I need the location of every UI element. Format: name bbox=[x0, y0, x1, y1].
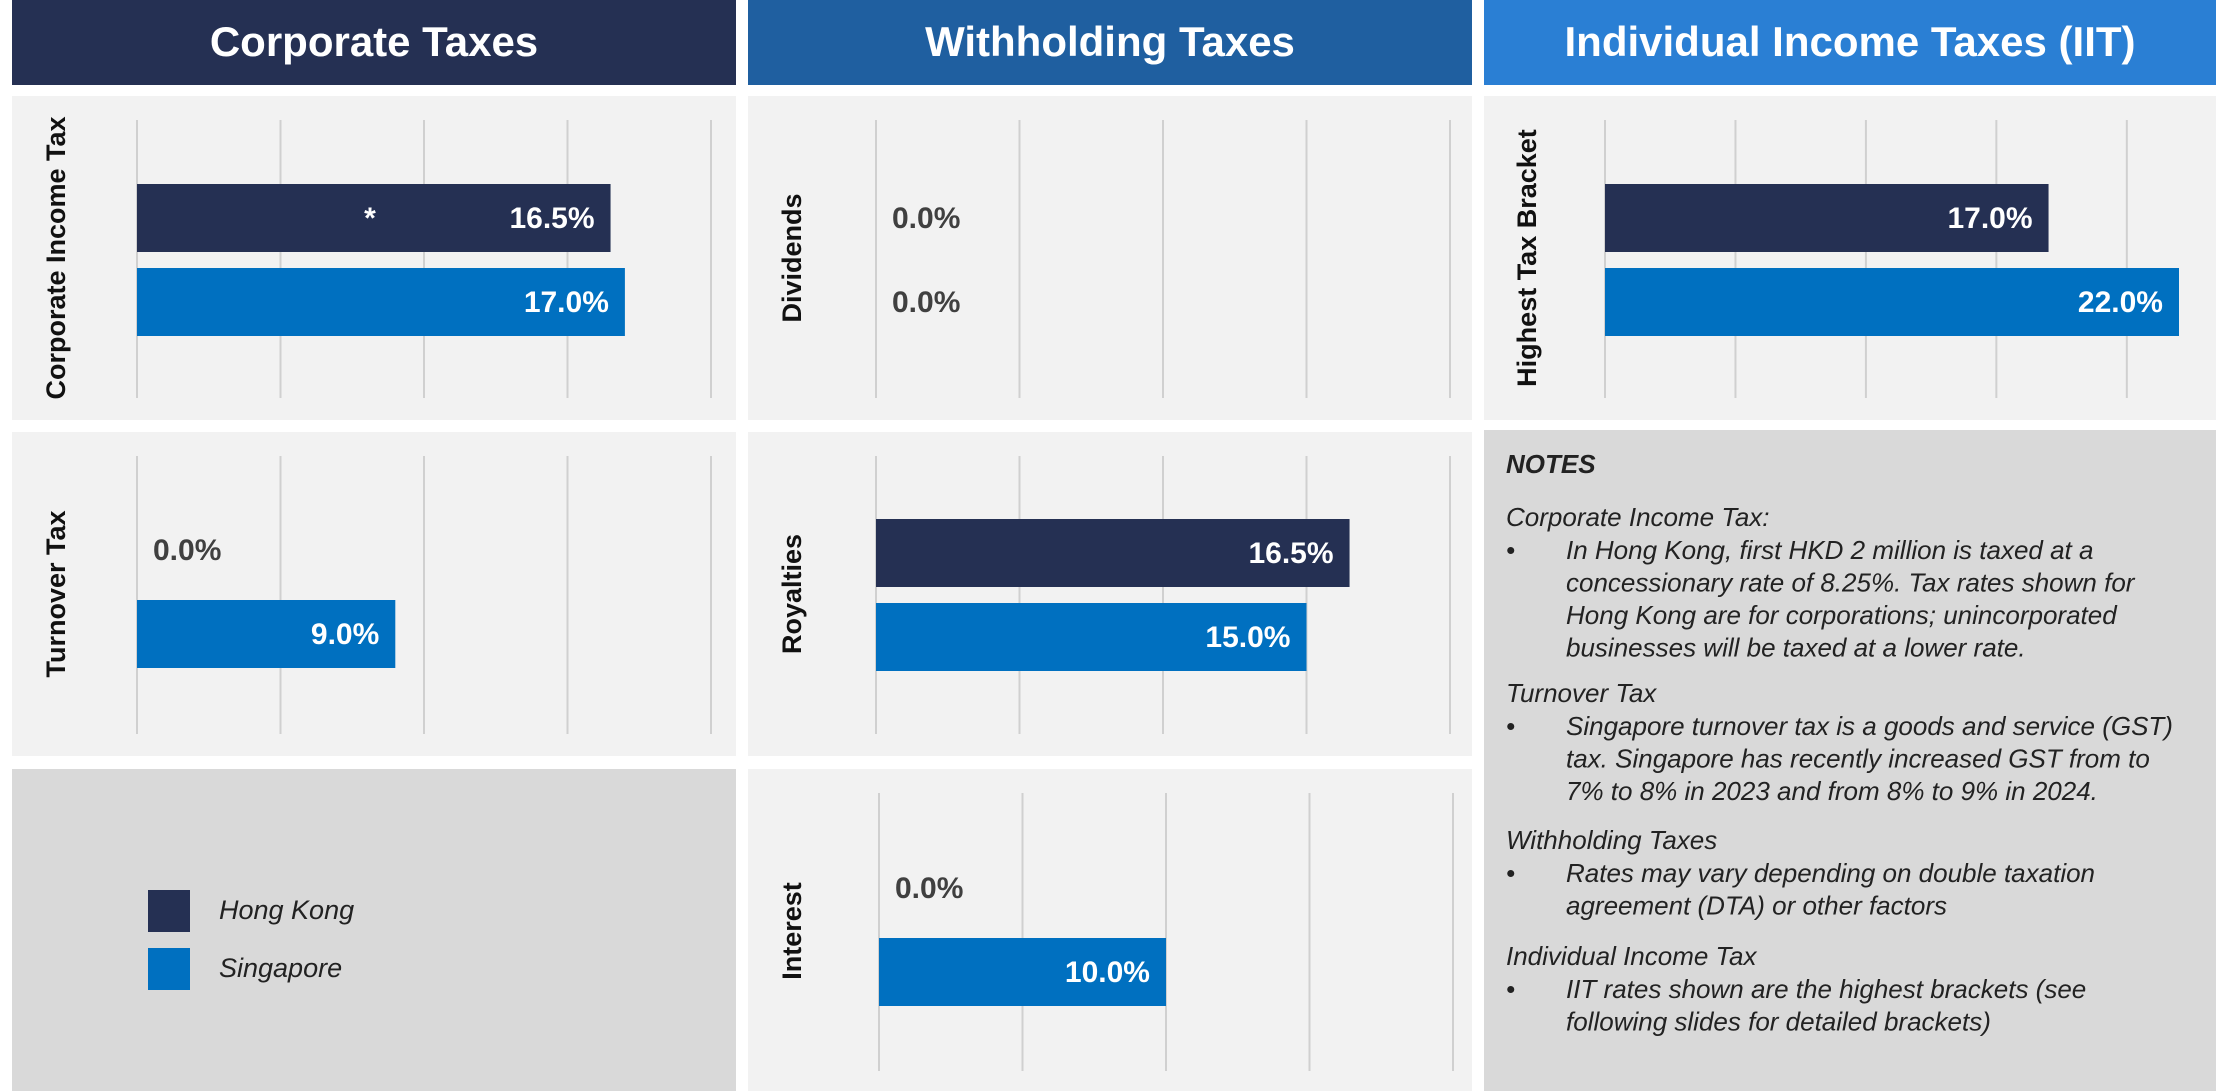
notes-heading: Corporate Income Tax: bbox=[1506, 502, 1770, 532]
value-label: 16.5% bbox=[1248, 537, 1333, 570]
chart-panel bbox=[12, 432, 736, 756]
annotation: * bbox=[364, 202, 376, 235]
bar bbox=[876, 519, 1350, 587]
value-label: 0.0% bbox=[153, 534, 221, 567]
value-label: 17.0% bbox=[524, 286, 609, 319]
header-title: Individual Income Taxes (IIT) bbox=[1565, 18, 2136, 65]
notes-heading: Withholding Taxes bbox=[1506, 825, 1717, 855]
value-label: 16.5% bbox=[509, 202, 594, 235]
y-axis-label: Turnover Tax bbox=[41, 510, 71, 677]
y-axis-label: Highest Tax Bracket bbox=[1512, 129, 1542, 387]
notes-panel bbox=[1484, 430, 2216, 1091]
bar bbox=[879, 938, 1166, 1006]
chart-panel bbox=[748, 432, 1472, 756]
value-label: 17.0% bbox=[1947, 202, 2032, 235]
value-label: 0.0% bbox=[895, 872, 963, 905]
header-title: Corporate Taxes bbox=[210, 18, 538, 65]
header-bg bbox=[1484, 0, 2216, 85]
bar bbox=[137, 184, 611, 252]
bar bbox=[137, 600, 396, 668]
notes-line: Rates may vary depending on double taxat… bbox=[1566, 858, 2095, 888]
chart-panel bbox=[12, 96, 736, 420]
notes-line: tax. Singapore has recently increased GS… bbox=[1566, 743, 2150, 773]
legend-panel bbox=[12, 769, 736, 1091]
header-title: Withholding Taxes bbox=[925, 18, 1295, 65]
value-label: 9.0% bbox=[311, 618, 379, 651]
notes-line: Hong Kong are for corporations; unincorp… bbox=[1566, 600, 2118, 630]
notes-line: IIT rates shown are the highest brackets… bbox=[1566, 974, 2086, 1004]
y-axis-label: Corporate Income Tax bbox=[41, 116, 71, 399]
chart-panel bbox=[1484, 96, 2216, 420]
bullet: • bbox=[1506, 535, 1515, 565]
legend-swatch bbox=[148, 948, 190, 990]
notes-line: 7% to 8% in 2023 and from 8% to 9% in 20… bbox=[1566, 776, 2098, 806]
value-label: 10.0% bbox=[1065, 956, 1150, 989]
legend-label: Singapore bbox=[219, 953, 342, 983]
header-bg bbox=[748, 0, 1472, 85]
bar bbox=[1605, 268, 2179, 336]
bar bbox=[876, 603, 1307, 671]
legend-label: Hong Kong bbox=[219, 895, 354, 925]
header-bg bbox=[12, 0, 736, 85]
value-label: 0.0% bbox=[892, 286, 960, 319]
notes-title: NOTES bbox=[1506, 449, 1596, 479]
bullet: • bbox=[1506, 711, 1515, 741]
notes-line: agreement (DTA) or other factors bbox=[1566, 890, 1947, 920]
chart-panel bbox=[748, 769, 1472, 1091]
notes-heading: Individual Income Tax bbox=[1506, 941, 1758, 971]
notes-line: concessionary rate of 8.25%. Tax rates s… bbox=[1566, 567, 2136, 597]
legend-swatch bbox=[148, 890, 190, 932]
y-axis-label: Interest bbox=[777, 882, 807, 980]
value-label: 15.0% bbox=[1205, 621, 1290, 654]
notes-line: Singapore turnover tax is a goods and se… bbox=[1566, 711, 2173, 741]
y-axis-label: Royalties bbox=[777, 534, 807, 654]
chart-panel bbox=[748, 96, 1472, 420]
bullet: • bbox=[1506, 974, 1515, 1004]
value-label: 0.0% bbox=[892, 202, 960, 235]
bar bbox=[1605, 184, 2049, 252]
bullet: • bbox=[1506, 858, 1515, 888]
notes-line: following slides for detailed brackets) bbox=[1566, 1006, 1991, 1036]
value-label: 22.0% bbox=[2078, 286, 2163, 319]
notes-heading: Turnover Tax bbox=[1506, 678, 1657, 708]
notes-line: businesses will be taxed at a lower rate… bbox=[1566, 632, 2026, 662]
notes-line: In Hong Kong, first HKD 2 million is tax… bbox=[1566, 535, 2093, 565]
y-axis-label: Dividends bbox=[777, 193, 807, 322]
bar bbox=[137, 268, 625, 336]
